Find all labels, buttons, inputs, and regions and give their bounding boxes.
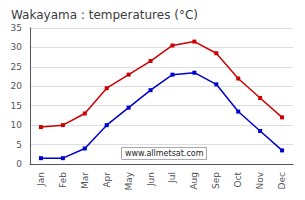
svg-text:35: 35 [11,23,22,33]
svg-text:Apr: Apr [102,172,112,188]
svg-text:Jun: Jun [146,172,156,187]
svg-text:Mar: Mar [80,172,90,189]
svg-text:Dec: Dec [277,172,287,189]
svg-text:10: 10 [11,120,23,130]
svg-text:5: 5 [16,140,22,150]
svg-text:Feb: Feb [58,172,68,188]
svg-text:Oct: Oct [233,172,243,188]
svg-text:0: 0 [16,159,22,169]
svg-text:May: May [124,171,134,190]
svg-text:25: 25 [11,62,22,72]
svg-text:20: 20 [11,81,23,91]
svg-text:www.allmetsat.com: www.allmetsat.com [125,149,204,158]
svg-text:Jan: Jan [36,172,46,187]
svg-text:Nov: Nov [255,171,265,189]
svg-text:Sep: Sep [211,172,221,189]
svg-text:Aug: Aug [189,172,199,190]
svg-text:30: 30 [11,42,23,52]
svg-text:Wakayama : temperatures (°C): Wakayama : temperatures (°C) [11,8,198,22]
svg-text:Jul: Jul [167,172,177,184]
svg-text:15: 15 [11,101,22,111]
